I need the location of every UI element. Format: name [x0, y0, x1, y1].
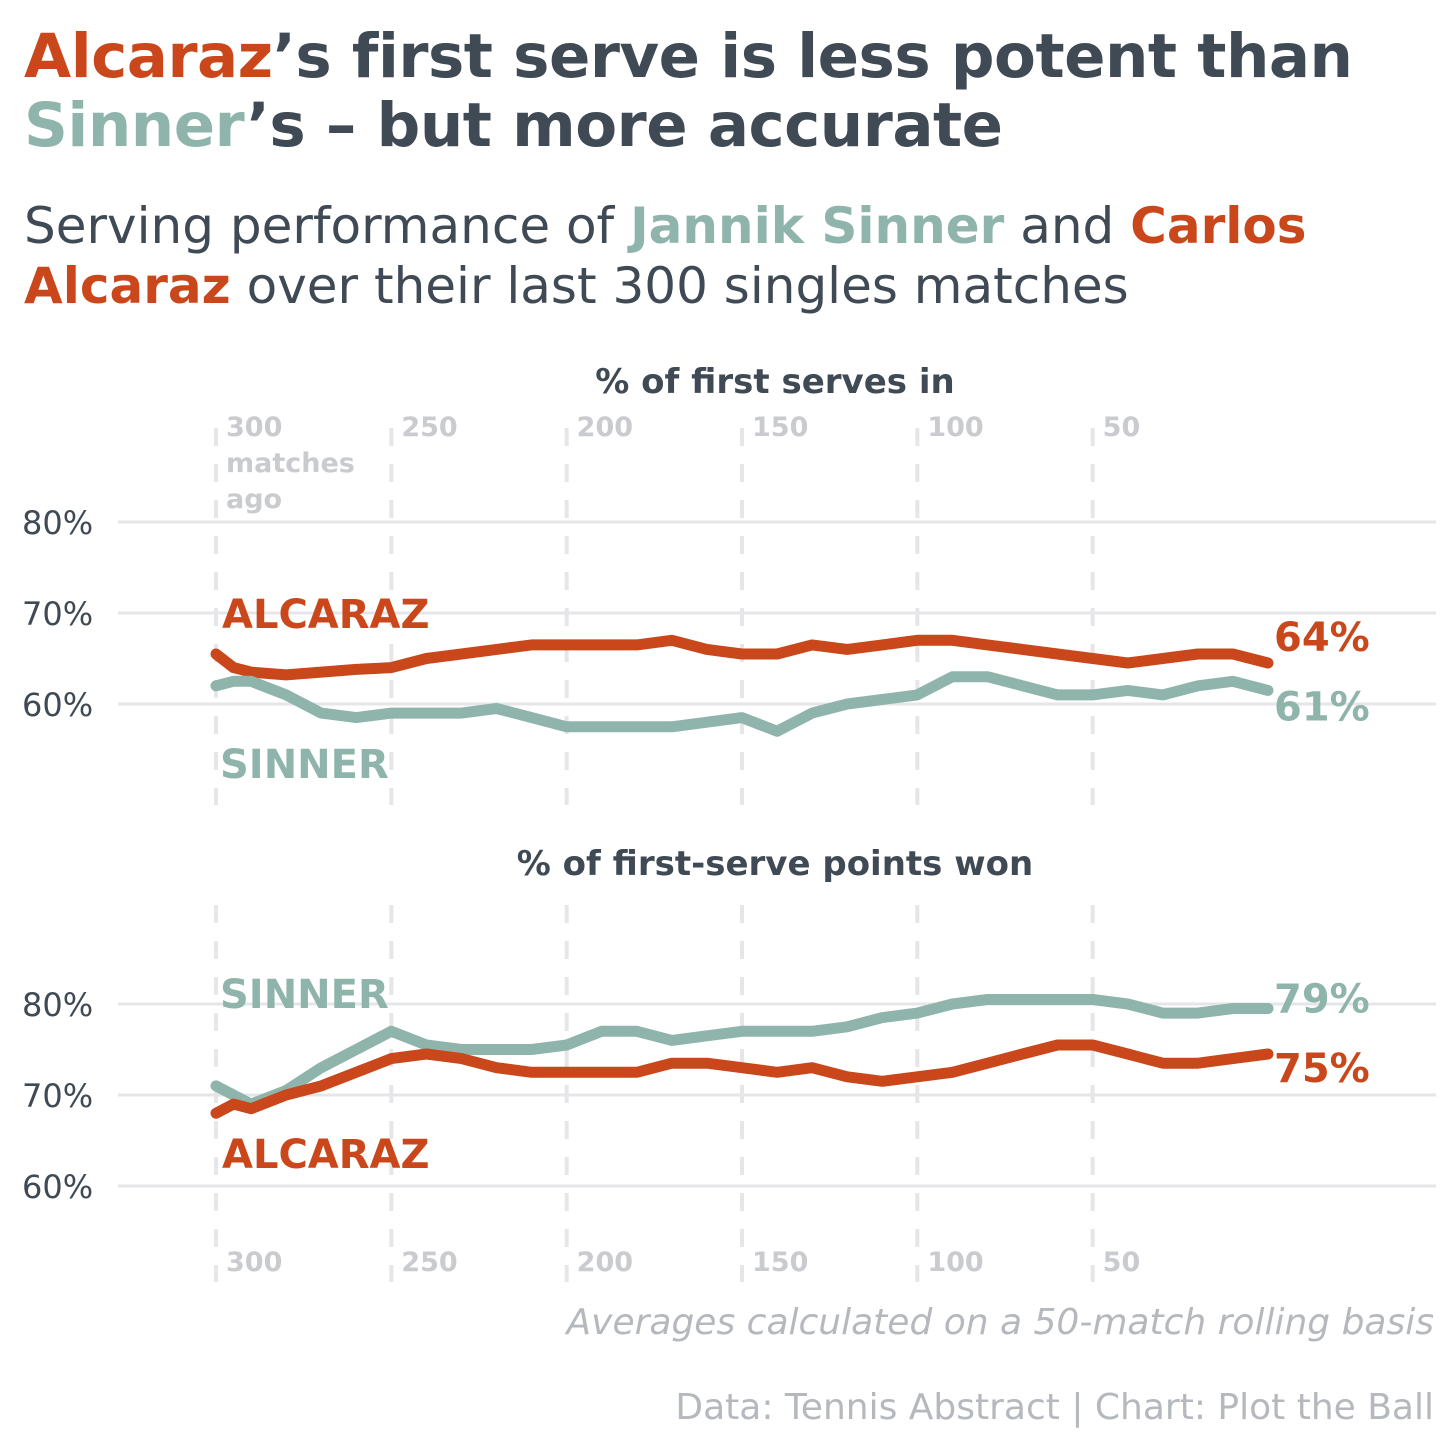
end-value-label-alcaraz: 75% [1274, 1046, 1370, 1092]
series-label-alcaraz: ALCARAZ [222, 1132, 430, 1178]
x-tick-label-bottom: 50 [1103, 1247, 1141, 1278]
subtitle-text-2: and [1004, 197, 1131, 255]
series-line-alcaraz [210, 1039, 1274, 1119]
chart-title: Alcaraz’s first serve is less potent tha… [24, 22, 1444, 160]
end-value-label-sinner: 61% [1274, 684, 1370, 730]
x-tick-label-top: 100 [927, 412, 983, 443]
subtitle-alcaraz: Carlos Alcaraz [24, 197, 1307, 315]
y-tick-label: 60% [22, 1168, 93, 1206]
subtitle-text-3: over their last 300 singles matches [230, 257, 1129, 315]
series-line-sinner [210, 671, 1274, 737]
series-line-alcaraz [210, 634, 1274, 681]
y-tick-label: 70% [22, 1077, 93, 1115]
x-tick-label-top: 300 [226, 412, 282, 443]
panel-title: % of first-serve points won [517, 844, 1033, 884]
y-tick-label: 80% [22, 504, 93, 542]
subtitle-sinner: Jannik Sinner [630, 197, 1005, 255]
x-tick-label-bottom: 150 [752, 1247, 808, 1278]
y-tick-label: 60% [22, 686, 93, 724]
x-tick-label-top: 250 [401, 412, 457, 443]
panel-title: % of first serves in [595, 362, 954, 402]
x-tick-label-bottom: 100 [927, 1247, 983, 1278]
x-tick-label-bottom: 200 [577, 1247, 633, 1278]
chart-subtitle: Serving performance of Jannik Sinner and… [24, 196, 1444, 316]
title-text-1: ’s first serve is less potent than [272, 21, 1353, 92]
title-text-2: ’s – but more accurate [246, 90, 1003, 161]
end-value-label-alcaraz: 64% [1274, 615, 1370, 661]
footnote: Averages calculated on a 50-match rollin… [566, 1302, 1434, 1343]
subtitle-text-1: Serving performance of [24, 197, 631, 255]
series-line-sinner [210, 994, 1274, 1110]
end-value-label-sinner: 79% [1274, 977, 1370, 1023]
x-tick-label-top: 50 [1103, 412, 1141, 443]
x-axis-unit-label: ago [226, 484, 282, 515]
title-alcaraz: Alcaraz [24, 21, 273, 92]
x-tick-label-top: 150 [752, 412, 808, 443]
x-tick-label-bottom: 250 [401, 1247, 457, 1278]
y-tick-label: 80% [22, 986, 93, 1024]
x-tick-label-bottom: 300 [226, 1247, 282, 1278]
series-label-sinner: SINNER [220, 972, 389, 1018]
series-label-alcaraz: ALCARAZ [222, 592, 430, 638]
title-sinner: Sinner [24, 90, 247, 161]
source-credit: Data: Tennis Abstract | Chart: Plot the … [675, 1387, 1434, 1428]
series-label-sinner: SINNER [220, 742, 389, 788]
y-tick-label: 70% [22, 595, 93, 633]
x-tick-label-top: 200 [577, 412, 633, 443]
x-axis-unit-label: matches [226, 448, 355, 479]
